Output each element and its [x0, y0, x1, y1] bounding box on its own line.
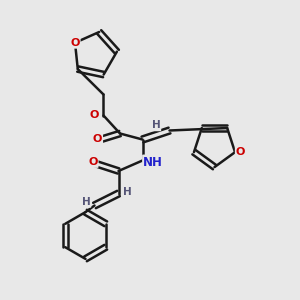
Text: O: O	[88, 157, 98, 167]
Text: NH: NH	[143, 155, 163, 169]
Text: O: O	[93, 134, 102, 145]
Text: H: H	[152, 120, 160, 130]
Text: H: H	[82, 197, 91, 207]
Text: O: O	[70, 38, 80, 48]
Text: H: H	[123, 187, 132, 197]
Text: O: O	[236, 147, 245, 157]
Text: O: O	[90, 110, 99, 121]
